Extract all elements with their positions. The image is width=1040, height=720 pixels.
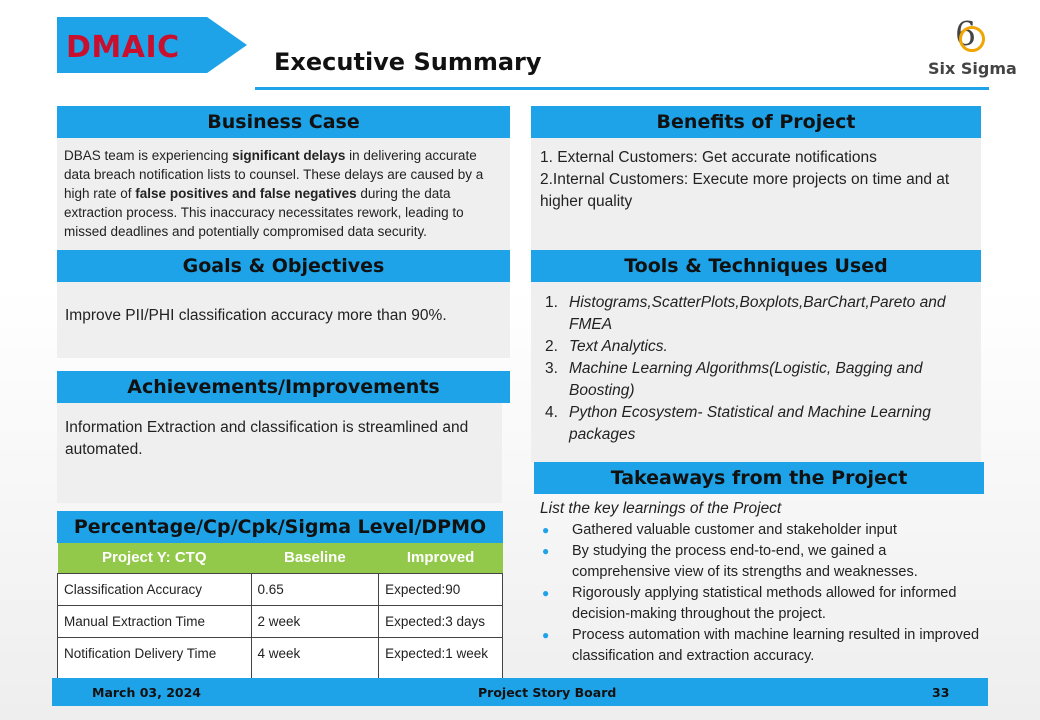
footer-date: March 03, 2024 bbox=[92, 685, 201, 700]
column-header: Improved bbox=[378, 543, 503, 573]
list-item: ● Rigorously applying statistical methods… bbox=[540, 583, 984, 625]
takeaways-list: ● Gathered valuable customer and stakehol… bbox=[540, 520, 984, 667]
list-item: 4. Python Ecosystem- Statistical and Mach… bbox=[545, 404, 931, 443]
benefit-internal: 2.Internal Customers: Execute more proje… bbox=[540, 171, 950, 210]
achievements-panel: Information Extraction and classificatio… bbox=[57, 403, 502, 503]
benefit-external: 1. External Customers: Get accurate noti… bbox=[540, 149, 877, 166]
page-title: Executive Summary bbox=[274, 48, 542, 76]
tools-heading: Tools & Techniques Used bbox=[531, 250, 981, 282]
bullet-icon: ● bbox=[542, 523, 550, 537]
six-sigma-logo-text: Six Sigma bbox=[928, 59, 1017, 78]
takeaways-panel: List the key learnings of the Project ● G… bbox=[540, 498, 984, 667]
goals-text: Improve PII/PHI classification accuracy … bbox=[65, 307, 447, 324]
table-cell: Manual Extraction Time bbox=[57, 604, 252, 638]
table-cell: 2 week bbox=[250, 604, 380, 638]
bullet-icon: ● bbox=[542, 586, 550, 600]
sigma-logo-icon bbox=[959, 26, 985, 52]
list-item: 3. Machine Learning Algorithms(Logistic, … bbox=[545, 360, 923, 399]
benefits-panel: 1. External Customers: Get accurate noti… bbox=[531, 138, 981, 250]
bullet-icon: ● bbox=[542, 544, 550, 558]
list-item: ● Gathered valuable customer and stakehol… bbox=[540, 520, 984, 541]
business-case-heading: Business Case bbox=[57, 106, 510, 138]
footer-title: Project Story Board bbox=[478, 685, 617, 700]
column-header: Baseline bbox=[251, 543, 379, 573]
table-row: Notification Delivery Time 4 week Expect… bbox=[57, 636, 503, 682]
table-row: Classification Accuracy 0.65 Expected:90 bbox=[57, 572, 503, 606]
business-case-text: DBAS team is experiencing significant de… bbox=[64, 148, 484, 239]
list-item: 2. Text Analytics. bbox=[545, 338, 668, 355]
goals-heading: Goals & Objectives bbox=[57, 250, 510, 282]
page-number: 33 bbox=[932, 685, 950, 700]
table-cell: Expected:3 days bbox=[378, 604, 503, 638]
bullet-icon: ● bbox=[542, 628, 550, 642]
tools-panel: 1. Histograms,ScatterPlots,Boxplots,BarCh… bbox=[531, 282, 981, 462]
footer-bar: March 03, 2024 Project Story Board 33 bbox=[52, 678, 988, 706]
phase-label: DMAIC bbox=[66, 30, 180, 65]
table-cell: Expected:90 bbox=[378, 572, 503, 606]
list-item: 1. Histograms,ScatterPlots,Boxplots,BarCh… bbox=[545, 294, 946, 333]
goals-panel: Improve PII/PHI classification accuracy … bbox=[57, 282, 510, 358]
table-cell: Notification Delivery Time bbox=[57, 636, 252, 682]
table-cell: Classification Accuracy bbox=[57, 572, 252, 606]
metrics-heading: Percentage/Cp/Cpk/Sigma Level/DPMO bbox=[57, 511, 503, 543]
list-item: ● Process automation with machine learnin… bbox=[540, 625, 984, 667]
tools-list: 1. Histograms,ScatterPlots,Boxplots,BarCh… bbox=[531, 292, 973, 446]
table-cell: 4 week bbox=[250, 636, 380, 682]
benefits-heading: Benefits of Project bbox=[531, 106, 981, 138]
dmaic-banner bbox=[57, 17, 247, 73]
achievements-text: Information Extraction and classificatio… bbox=[65, 419, 469, 458]
column-header: Project Y: CTQ bbox=[57, 543, 251, 573]
business-case-panel: DBAS team is experiencing significant de… bbox=[57, 138, 510, 250]
takeaways-intro: List the key learnings of the Project bbox=[540, 500, 782, 517]
metrics-table-wrapper: Project Y: CTQ Baseline Improved Classif… bbox=[57, 543, 503, 682]
table-row: Manual Extraction Time 2 week Expected:3… bbox=[57, 604, 503, 638]
table-header-row: Project Y: CTQ Baseline Improved bbox=[57, 543, 503, 573]
takeaways-heading: Takeaways from the Project bbox=[534, 462, 984, 494]
metrics-table: Project Y: CTQ Baseline Improved Classif… bbox=[57, 543, 503, 682]
table-cell: Expected:1 week bbox=[378, 636, 503, 682]
table-cell: 0.65 bbox=[250, 572, 380, 606]
title-divider bbox=[255, 87, 989, 90]
list-item: ● By studying the process end-to-end, we … bbox=[540, 541, 984, 583]
achievements-heading: Achievements/Improvements bbox=[57, 371, 510, 403]
